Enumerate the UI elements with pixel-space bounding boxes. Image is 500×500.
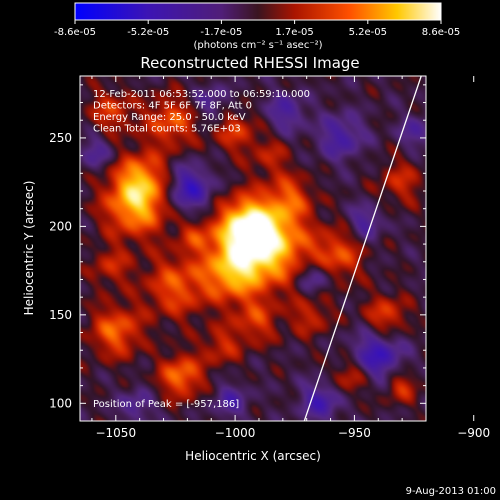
y-axis-label: Heliocentric Y (arcsec) xyxy=(22,181,36,316)
y-tick-label: 150 xyxy=(49,308,72,322)
solar-limb-line xyxy=(303,76,422,421)
colorbar-tick-label: 5.2e-05 xyxy=(349,27,387,38)
annotation-line: Energy Range: 25.0 - 50.0 keV xyxy=(93,112,246,123)
peak-position-label: Position of Peak = [-957,186] xyxy=(93,399,239,410)
annotation-line: Clean Total counts: 5.76E+03 xyxy=(93,124,241,135)
y-axis-ticks: 100 150 200 250 xyxy=(49,84,426,410)
colorbar-unit-label: (photons cm⁻² s⁻¹ asec⁻²) xyxy=(193,40,322,51)
x-axis-ticks: −1050 −1000 −950 −900 xyxy=(91,76,490,440)
colorbar-tick-label: -8.6e-05 xyxy=(54,27,96,38)
y-tick-label: 250 xyxy=(49,131,72,145)
plot-frame xyxy=(79,75,427,422)
heatmap-area xyxy=(80,76,426,421)
colorbar-tick-label: 8.6e-05 xyxy=(422,27,460,38)
x-tick-label: −1050 xyxy=(95,426,136,440)
annotation-block: 12-Feb-2011 06:53:52.000 to 06:59:10.000… xyxy=(93,89,310,135)
x-tick-label: −900 xyxy=(457,426,490,440)
heatmap-image xyxy=(80,76,426,421)
annotation-line: Detectors: 4F 5F 6F 7F 8F, Att 0 xyxy=(93,101,252,112)
annotation-line: 12-Feb-2011 06:53:52.000 to 06:59:10.000 xyxy=(93,89,310,100)
footer-date: 9-Aug-2013 01:00 xyxy=(406,486,496,497)
x-tick-label: −950 xyxy=(338,426,371,440)
y-tick-label: 100 xyxy=(49,396,72,410)
colorbar-tick-label: -1.7e-05 xyxy=(200,27,242,38)
colorbar-tick-labels: -8.6e-05 -5.2e-05 -1.7e-05 1.7e-05 5.2e-05 8.… xyxy=(54,27,460,38)
x-tick-label: −1000 xyxy=(215,426,256,440)
colorbar xyxy=(74,2,442,21)
colorbar-tick-label: -5.2e-05 xyxy=(127,27,169,38)
x-axis-label: Heliocentric X (arcsec) xyxy=(185,449,321,463)
chart-title: Reconstructed RHESSI Image xyxy=(140,54,359,72)
y-tick-label: 200 xyxy=(49,219,72,233)
colorbar-tick-label: 1.7e-05 xyxy=(275,27,313,38)
colorbar-ticks xyxy=(74,20,442,24)
